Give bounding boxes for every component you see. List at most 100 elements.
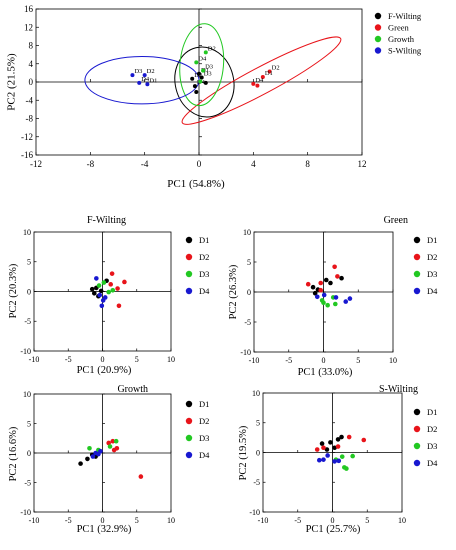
legend-label: D1 [199, 235, 209, 245]
data-point [335, 444, 341, 449]
y-tick-label: 0 [27, 449, 31, 458]
legend-label: D2 [427, 252, 437, 262]
legend-label: D3 [427, 441, 437, 451]
x-tick-label: 5 [356, 356, 360, 365]
data-point [332, 264, 337, 270]
x-tick-label: -10 [29, 355, 40, 364]
data-point [142, 73, 147, 78]
point-label: D2 [272, 65, 280, 72]
point-label: D3 [134, 68, 142, 75]
data-point [339, 434, 344, 440]
x-tick-label: 10 [167, 355, 175, 364]
legend-label: D2 [199, 416, 209, 426]
y-tick-label: 0 [247, 288, 251, 297]
x-tick-label: 5 [135, 516, 139, 525]
data-point [335, 274, 340, 279]
x-tick-label: -10 [249, 356, 260, 365]
y-tick-label: -5 [253, 478, 260, 487]
legend-marker [374, 35, 382, 43]
data-point [199, 75, 204, 80]
y-tick-label: 0 [29, 77, 34, 87]
data-point [339, 275, 344, 281]
x-tick-label: 10 [167, 516, 175, 525]
x-axis-label: PC1 (25.7%) [306, 524, 361, 535]
data-point [347, 296, 353, 301]
legend-label: Growth [388, 34, 415, 44]
y-axis-label: PC2 (16.6%) [8, 426, 19, 481]
y-tick-label: -5 [24, 317, 31, 326]
legend-marker [374, 47, 382, 54]
data-point [85, 456, 90, 462]
y-tick-label: -10 [20, 347, 31, 356]
y-tick-label: 8 [29, 41, 34, 51]
panel-title: Growth [117, 384, 148, 395]
data-point [116, 303, 122, 309]
data-point [203, 50, 208, 55]
data-point [192, 84, 197, 89]
data-point [145, 82, 150, 87]
y-tick-label: 10 [23, 228, 31, 237]
data-point [98, 448, 103, 454]
y-tick-label: 16 [24, 4, 34, 14]
data-point [312, 290, 318, 296]
y-tick-label: 5 [247, 258, 251, 267]
legend-label: D2 [427, 424, 437, 434]
y-tick-label: 5 [27, 258, 31, 267]
data-point [316, 457, 322, 463]
y-tick-label: -10 [20, 508, 31, 517]
panel-f-wilting: -10 -5 0 5 10 -10 -5 0 5 10 PC1 (20.9%) PC2 (20.3%)… [8, 215, 210, 376]
data-point [97, 292, 103, 298]
y-tick-label: -10 [249, 508, 260, 517]
legend-label: Green [388, 23, 410, 33]
x-tick-label: 5 [135, 355, 139, 364]
data-point [325, 302, 330, 308]
legend-label: D2 [199, 252, 209, 262]
legend: D1 D2 D3 D4 [413, 235, 438, 296]
data-point [332, 445, 337, 451]
data-point [321, 457, 326, 462]
data-point [102, 295, 108, 300]
y-tick-label: -12 [21, 132, 33, 142]
x-tick-label: 4 [251, 159, 256, 169]
data-point [346, 434, 352, 440]
x-tick-label: -10 [29, 516, 40, 525]
y-tick-label: -10 [240, 348, 251, 357]
legend-marker [413, 459, 421, 467]
panel-green: -10 -5 0 5 10 -10 -5 0 5 10 PC1 (33.0%) PC2 (26.3%)… [228, 215, 438, 378]
x-tick-label: -4 [141, 159, 149, 169]
confidence-ellipse-green [181, 36, 342, 125]
data-point [323, 277, 329, 283]
data-point [260, 74, 265, 79]
panel-s-wilting: -10 -5 0 5 10 -10 -5 0 5 10 PC1 (25.7%) PC2 (19.5%)… [238, 384, 438, 535]
data-point [89, 286, 95, 292]
data-point [122, 279, 127, 285]
y-tick-label: 12 [24, 22, 33, 32]
data-point [137, 80, 142, 85]
point-label: D3 [204, 70, 212, 77]
legend-label: D4 [199, 286, 210, 296]
x-tick-label: 0 [101, 355, 105, 364]
data-point [110, 288, 116, 293]
legend-label: D3 [199, 269, 209, 279]
x-tick-label: 8 [305, 159, 310, 169]
x-tick-label: -5 [294, 516, 301, 525]
x-tick-label: -8 [87, 159, 95, 169]
data-point [110, 438, 116, 444]
legend-marker [413, 287, 421, 295]
legend-label: D4 [427, 286, 438, 296]
legend-marker [185, 434, 193, 442]
x-tick-label: 0 [331, 516, 335, 525]
data-point [106, 440, 111, 446]
legend-label: F-Wilting [388, 11, 422, 21]
data-point [319, 298, 325, 303]
data-point [99, 303, 105, 309]
legend: D1 D2 D3 D4 [185, 399, 210, 460]
x-axis-label: PC1 (32.9%) [77, 524, 132, 535]
y-tick-label: 4 [29, 59, 34, 69]
data-point [109, 271, 115, 276]
data-point [194, 60, 199, 65]
data-point [343, 299, 349, 304]
